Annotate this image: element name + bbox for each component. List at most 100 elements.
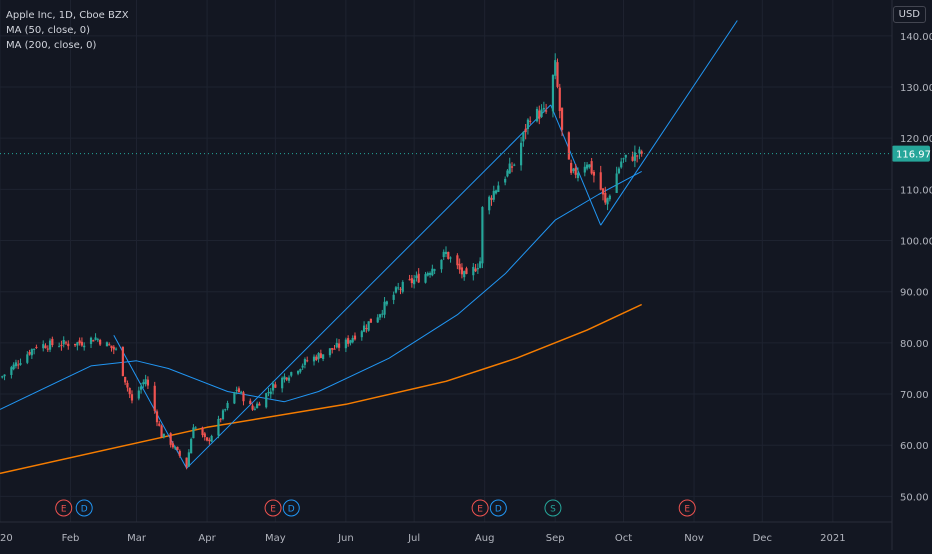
candle[interactable]	[624, 154, 627, 158]
event-marker-d[interactable]: D	[75, 499, 93, 517]
candle[interactable]	[130, 394, 134, 401]
candle[interactable]	[638, 149, 641, 154]
candle[interactable]	[583, 166, 586, 173]
symbol-title[interactable]: Apple Inc, 1D, Cboe BZX	[6, 10, 129, 21]
candle[interactable]	[556, 62, 559, 87]
candle[interactable]	[360, 331, 363, 338]
candle[interactable]	[60, 344, 63, 347]
candle[interactable]	[171, 443, 175, 448]
candle[interactable]	[328, 348, 332, 356]
candle[interactable]	[585, 164, 589, 169]
candle[interactable]	[303, 359, 307, 365]
candle[interactable]	[606, 198, 609, 205]
candle[interactable]	[449, 257, 452, 259]
event-marker-e[interactable]: E	[678, 499, 696, 517]
event-marker-e[interactable]: E	[471, 499, 489, 517]
candle[interactable]	[444, 251, 448, 255]
candle[interactable]	[30, 349, 33, 356]
candle[interactable]	[226, 402, 229, 409]
candle[interactable]	[155, 411, 159, 423]
candle[interactable]	[1, 376, 4, 378]
candle[interactable]	[283, 376, 286, 380]
candle[interactable]	[67, 343, 70, 347]
candle[interactable]	[447, 251, 450, 259]
candle[interactable]	[124, 376, 127, 383]
candle[interactable]	[344, 339, 347, 349]
candle[interactable]	[540, 109, 543, 117]
candle[interactable]	[80, 341, 84, 346]
candle[interactable]	[529, 120, 532, 122]
candle[interactable]	[219, 418, 222, 420]
candle[interactable]	[554, 60, 557, 76]
candle[interactable]	[519, 142, 523, 166]
candle[interactable]	[535, 108, 539, 122]
candle[interactable]	[10, 367, 13, 375]
ma50-legend[interactable]: MA (50, close, 0)	[6, 25, 91, 36]
candle[interactable]	[249, 400, 252, 405]
candle[interactable]	[385, 301, 388, 305]
candle[interactable]	[479, 261, 482, 268]
candle[interactable]	[481, 207, 484, 264]
candle[interactable]	[28, 352, 31, 355]
candle[interactable]	[440, 259, 443, 270]
candle[interactable]	[46, 348, 49, 350]
candle[interactable]	[108, 344, 111, 346]
candle[interactable]	[176, 446, 179, 450]
candle[interactable]	[315, 356, 318, 360]
candle[interactable]	[19, 363, 22, 365]
candle[interactable]	[35, 346, 38, 348]
candle[interactable]	[128, 387, 131, 395]
candle[interactable]	[417, 273, 420, 283]
candle[interactable]	[44, 345, 47, 349]
candle[interactable]	[256, 403, 259, 409]
candle[interactable]	[301, 365, 304, 368]
candle[interactable]	[317, 353, 320, 360]
candle[interactable]	[574, 167, 577, 175]
candle[interactable]	[622, 158, 625, 160]
candle[interactable]	[497, 185, 500, 193]
candle[interactable]	[33, 348, 36, 350]
candle[interactable]	[362, 325, 366, 332]
candle[interactable]	[3, 374, 6, 377]
candle[interactable]	[110, 345, 113, 348]
candle[interactable]	[89, 337, 93, 344]
candle[interactable]	[94, 337, 97, 340]
candle[interactable]	[617, 168, 621, 174]
candle[interactable]	[194, 427, 197, 429]
ma200-legend[interactable]: MA (200, close, 0)	[6, 40, 97, 51]
candle[interactable]	[269, 391, 272, 395]
candle[interactable]	[240, 391, 243, 393]
candle[interactable]	[399, 288, 402, 290]
candle[interactable]	[281, 377, 284, 389]
candle[interactable]	[73, 343, 77, 346]
candle[interactable]	[158, 423, 161, 426]
candle[interactable]	[267, 392, 270, 394]
candle[interactable]	[376, 317, 379, 323]
candle[interactable]	[633, 152, 636, 161]
candle[interactable]	[545, 110, 548, 112]
candle[interactable]	[258, 403, 261, 406]
candle[interactable]	[567, 132, 570, 160]
candle[interactable]	[99, 339, 102, 345]
candle[interactable]	[397, 287, 400, 289]
candle[interactable]	[144, 379, 147, 385]
candle[interactable]	[510, 166, 514, 168]
candle[interactable]	[408, 279, 411, 281]
candle[interactable]	[369, 318, 373, 323]
candle[interactable]	[142, 382, 145, 385]
candle[interactable]	[322, 354, 325, 359]
candle[interactable]	[588, 164, 591, 168]
candle[interactable]	[608, 195, 611, 200]
candle[interactable]	[524, 128, 527, 133]
candle[interactable]	[620, 161, 623, 168]
candle[interactable]	[64, 342, 68, 344]
event-marker-e[interactable]: E	[55, 499, 73, 517]
candle[interactable]	[558, 87, 561, 112]
candle[interactable]	[401, 281, 404, 292]
candle[interactable]	[42, 344, 45, 349]
candle[interactable]	[319, 353, 322, 358]
candle[interactable]	[426, 272, 429, 276]
candle[interactable]	[431, 268, 434, 276]
candle[interactable]	[265, 393, 268, 408]
